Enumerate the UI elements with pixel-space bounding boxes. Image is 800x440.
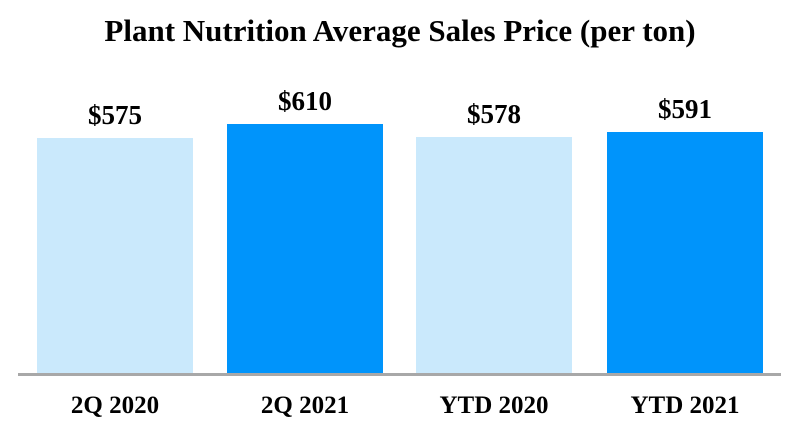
x-axis-category-label: YTD 2020 — [439, 392, 549, 419]
bar-2q-2020 — [37, 138, 193, 374]
x-axis-category-label: YTD 2021 — [630, 392, 740, 419]
bar-ytd-2021 — [607, 132, 763, 374]
bar-value-label: $591 — [658, 94, 712, 124]
x-axis-line — [18, 373, 781, 376]
bar-2q-2021 — [227, 124, 383, 374]
bar-value-label: $575 — [88, 100, 142, 130]
x-axis-category-label: 2Q 2021 — [260, 392, 350, 419]
bar-value-label: $610 — [278, 86, 332, 116]
bar-value-label: $578 — [467, 99, 521, 129]
chart-title: Plant Nutrition Average Sales Price (per… — [104, 13, 696, 48]
x-axis-category-label: 2Q 2020 — [70, 392, 160, 419]
bar-ytd-2020 — [416, 137, 572, 374]
